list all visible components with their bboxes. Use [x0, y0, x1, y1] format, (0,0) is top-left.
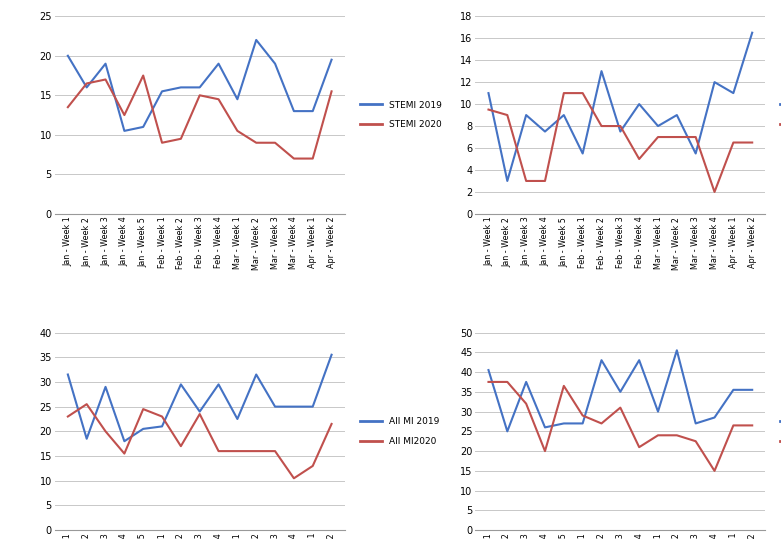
Legend: NSTEMI 2019, NSTEMI 2020: NSTEMI 2019, NSTEMI 2020	[776, 96, 781, 134]
Legend: All activations 2019, All activations 2020: All activations 2019, All activations 20…	[776, 412, 781, 450]
Legend: All MI 2019, All MI2020: All MI 2019, All MI2020	[355, 412, 444, 450]
Legend: STEMI 2019, STEMI 2020: STEMI 2019, STEMI 2020	[355, 96, 447, 134]
